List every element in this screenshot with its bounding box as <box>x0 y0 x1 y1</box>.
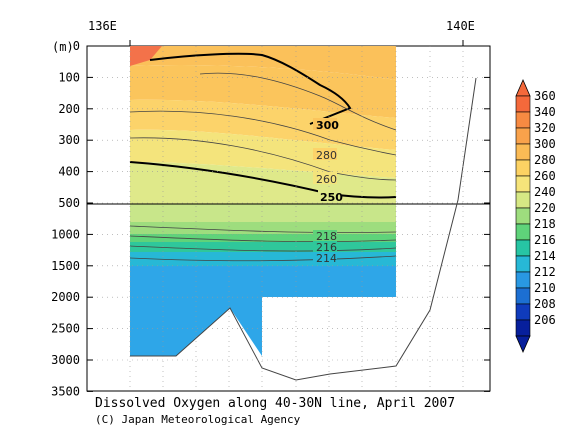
colorbar-label: 214 <box>534 249 556 263</box>
y-tick-label: 3000 <box>51 353 80 367</box>
contour-250 <box>129 161 397 199</box>
contour-label-216: 216 <box>316 241 337 254</box>
colorbar-label: 260 <box>534 169 556 183</box>
colorbar-segment <box>515 207 531 225</box>
colorbar-segment <box>515 191 531 209</box>
colorbar-segment <box>515 255 531 273</box>
colorbar-segment <box>515 175 531 193</box>
y-tick-label: 2500 <box>51 322 80 336</box>
contour-260 <box>129 137 397 181</box>
contour-280 <box>129 110 397 156</box>
credit-line: (C) Japan Meteorological Agency <box>95 413 301 426</box>
data-field <box>129 46 397 356</box>
colorbar-segment <box>515 287 531 305</box>
colorbar-label: 208 <box>534 297 556 311</box>
colorbar-label: 240 <box>534 185 556 199</box>
y-tick-label: 300 <box>58 133 80 147</box>
y-tick-label: 500 <box>58 196 80 210</box>
contour-220 <box>129 225 397 233</box>
colorbar-label: 206 <box>534 313 556 327</box>
colorbar-label: 218 <box>534 217 556 231</box>
colorbar-label: 280 <box>534 153 556 167</box>
contour-label-260: 260 <box>316 173 337 186</box>
y-tick-label: 3500 <box>51 384 80 398</box>
colorbar-segment <box>515 159 531 177</box>
colorbar-label: 216 <box>534 233 556 247</box>
grid <box>87 46 490 391</box>
chart-title: Dissolved Oxygen along 40-30N line, Apri… <box>95 396 455 411</box>
contour-300 <box>149 52 352 125</box>
y-tick-label: 100 <box>58 70 80 84</box>
contour-label-280: 280 <box>316 149 337 162</box>
y-unit-label: (m) <box>52 40 74 54</box>
contour-290 <box>199 72 397 131</box>
colorbar-label: 210 <box>534 281 556 295</box>
colorbar-segment <box>515 127 531 145</box>
y-tick-label: 1000 <box>51 227 80 241</box>
colorbar-arrow-bottom <box>515 335 531 353</box>
colorbar-label: 360 <box>534 89 556 103</box>
x-tick-label-136e: 136E <box>88 19 117 33</box>
colorbar-label: 300 <box>534 137 556 151</box>
contour-214 <box>129 255 397 262</box>
contour-label-300: 300 <box>316 119 339 132</box>
contour-216 <box>129 245 397 252</box>
colorbar-segment <box>515 239 531 257</box>
contour-label-250: 250 <box>320 191 343 204</box>
y-tick-label: 0 <box>73 39 80 53</box>
y-tick-label: 2000 <box>51 290 80 304</box>
band-212 <box>130 266 396 356</box>
colorbar-segment <box>515 319 531 337</box>
colorbar-label: 320 <box>534 121 556 135</box>
band-max <box>130 46 162 66</box>
contour-218 <box>129 235 397 243</box>
colorbar-segment <box>515 111 531 129</box>
colorbar-label: 220 <box>534 201 556 215</box>
colorbar-segment <box>515 303 531 321</box>
x-ticks <box>129 40 464 46</box>
contour-label-214: 214 <box>316 252 337 265</box>
x-tick-label-140e: 140E <box>446 19 475 33</box>
band-260 <box>130 129 396 178</box>
colorbar-segment <box>515 271 531 289</box>
colorbar-arrow-top <box>515 79 531 97</box>
colorbar-segment <box>515 95 531 113</box>
colorbar-segment <box>515 143 531 161</box>
y-tick-label: 1500 <box>51 259 80 273</box>
y-tick-label: 400 <box>58 165 80 179</box>
colorbar-segment <box>515 223 531 241</box>
band-300 <box>130 64 396 118</box>
colorbar-label: 212 <box>534 265 556 279</box>
colorbar: 360 340 320 300 280 260 240 220 218 216 214 212 210 2… <box>515 79 556 353</box>
band-240 <box>130 204 396 222</box>
colorbar-label: 340 <box>534 105 556 119</box>
band-214 <box>130 252 396 266</box>
contour-label-218: 218 <box>316 230 337 243</box>
contour-labels: 300 280 260 250 218 216 214 <box>313 118 343 265</box>
y-tick-labels: 0 100 200 300 400 500 1000 1500 2000 2500 3000 3500 <box>51 39 80 398</box>
bottom-topography <box>130 77 477 381</box>
seamount-gap <box>176 308 262 356</box>
y-tick-label: 200 <box>58 102 80 116</box>
y-ticks <box>87 45 490 392</box>
